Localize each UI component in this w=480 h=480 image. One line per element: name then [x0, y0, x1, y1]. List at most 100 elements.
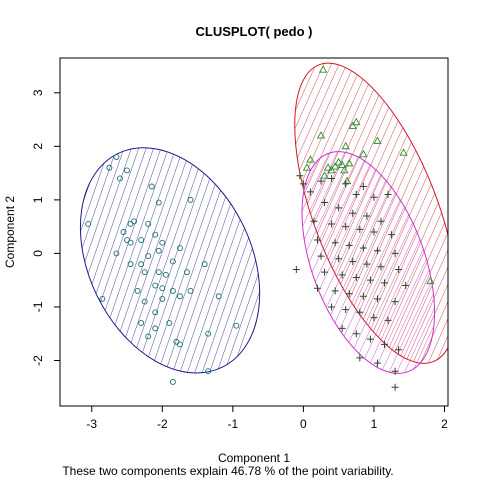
- cluster-3-point: [345, 241, 353, 249]
- x-tick-label: -2: [157, 417, 168, 431]
- cluster-3-point: [292, 265, 300, 273]
- x-tick-label: -3: [86, 417, 97, 431]
- cluster-3-point: [388, 231, 396, 239]
- y-axis-label: Component 2: [3, 196, 17, 268]
- cluster-1-point: [159, 239, 166, 246]
- cluster-3-point: [352, 191, 360, 199]
- chart-title: CLUSPLOT( pedo ): [196, 24, 313, 39]
- cluster-3-point: [342, 223, 350, 231]
- cluster-3-point: [377, 263, 385, 271]
- cluster-2-point: [426, 276, 435, 285]
- y-tick-label: 2: [31, 143, 45, 150]
- cluster-1-point: [201, 261, 208, 268]
- cluster-1-point: [169, 378, 176, 385]
- cluster-2-point: [320, 171, 329, 179]
- cluster-1-point: [148, 183, 155, 190]
- cluster-3-point: [395, 346, 403, 354]
- cluster-2-point: [316, 131, 326, 139]
- cluster-3-point: [363, 260, 371, 268]
- cluster-3-point: [349, 209, 357, 217]
- cluster-1-point: [152, 325, 159, 332]
- cluster-3-point: [373, 359, 381, 367]
- cluster-3-point: [384, 191, 392, 199]
- x-tick-label: 0: [300, 417, 307, 431]
- cluster-1-point: [124, 167, 130, 174]
- cluster-1-point: [145, 333, 152, 340]
- cluster-1-point: [205, 368, 212, 375]
- cluster-1-point: [85, 221, 92, 227]
- plot-frame: [59, 57, 449, 407]
- cluster-2-point: [327, 165, 336, 174]
- cluster-3-point: [359, 182, 367, 190]
- cluster-3-point: [363, 212, 371, 220]
- cluster-1-point: [155, 269, 162, 276]
- cluster-1-point: [141, 298, 148, 305]
- x-tick-label: 1: [371, 417, 378, 431]
- cluster-1-point: [106, 164, 113, 171]
- cluster-3-point: [317, 252, 325, 260]
- cluster-1-point: [134, 287, 141, 294]
- cluster-3-point: [313, 284, 321, 292]
- cluster-1-point: [152, 282, 159, 289]
- cluster-3-point: [349, 257, 357, 265]
- cluster-3-point: [395, 265, 403, 273]
- cluster-1-point: [127, 261, 134, 268]
- cluster-1-point: [215, 293, 222, 300]
- cluster-3-point: [328, 220, 336, 228]
- cluster-3-point: [356, 308, 364, 316]
- cluster-3-point: [356, 354, 364, 362]
- cluster-1-point: [176, 341, 183, 348]
- cluster-1-point: [155, 247, 162, 254]
- cluster-2-point: [306, 155, 315, 163]
- cluster-3-point: [352, 330, 360, 338]
- cluster-1-point: [176, 245, 183, 252]
- cluster-3-point: [384, 316, 392, 324]
- cluster-2-point: [340, 165, 349, 174]
- x-axis-label: Component 1: [218, 451, 290, 465]
- cluster-3-point: [328, 303, 336, 311]
- cluster-1-point: [117, 175, 123, 182]
- cluster-2-point: [345, 158, 354, 167]
- cluster-1-point: [184, 269, 190, 276]
- cluster-3-point: [373, 247, 381, 255]
- cluster-2-point: [323, 163, 333, 171]
- y-tick-label: -2: [31, 355, 45, 366]
- cluster-3-point: [391, 249, 399, 257]
- cluster-3-point: [356, 225, 364, 233]
- cluster-1-point: [187, 196, 194, 203]
- cluster-2-point: [359, 149, 368, 158]
- cluster-3-point: [328, 174, 336, 182]
- cluster-2-point: [341, 141, 350, 150]
- cluster-3-point: [377, 217, 385, 225]
- y-tick-label: 0: [31, 250, 45, 257]
- cluster-3-point: [366, 335, 374, 343]
- cluster-1-point: [169, 287, 176, 294]
- cluster-2-point: [302, 163, 312, 171]
- cluster-1-point: [145, 221, 152, 227]
- cluster-3-point: [370, 228, 378, 236]
- cluster-1-point: [120, 229, 127, 235]
- cluster-3-point: [342, 306, 350, 314]
- cluster-2-point: [318, 65, 328, 73]
- cluster-2-point: [334, 157, 343, 166]
- y-tick-label: -1: [31, 301, 45, 312]
- x-tick-label: -1: [228, 417, 239, 431]
- cluster-3-point: [321, 268, 329, 276]
- cluster-1-point: [152, 309, 159, 316]
- cluster-3-point: [345, 290, 353, 298]
- cluster-1-point: [113, 154, 120, 160]
- cluster-1-point: [138, 237, 145, 243]
- cluster-1-point: [155, 199, 162, 206]
- cluster-3-point: [335, 255, 343, 263]
- cluster-3-point: [391, 383, 399, 391]
- cluster-2-point: [373, 136, 382, 144]
- cluster-3-point: [321, 199, 329, 207]
- cluster-3-point: [366, 276, 374, 284]
- cluster-1-point: [205, 330, 212, 337]
- chart-subtitle: These two components explain 46.78 % of …: [62, 464, 393, 478]
- cluster-3-point: [335, 204, 343, 212]
- cluster-3-point: [381, 340, 389, 348]
- cluster-1-ellipse: [79, 147, 261, 374]
- cluster-3-point: [391, 367, 399, 375]
